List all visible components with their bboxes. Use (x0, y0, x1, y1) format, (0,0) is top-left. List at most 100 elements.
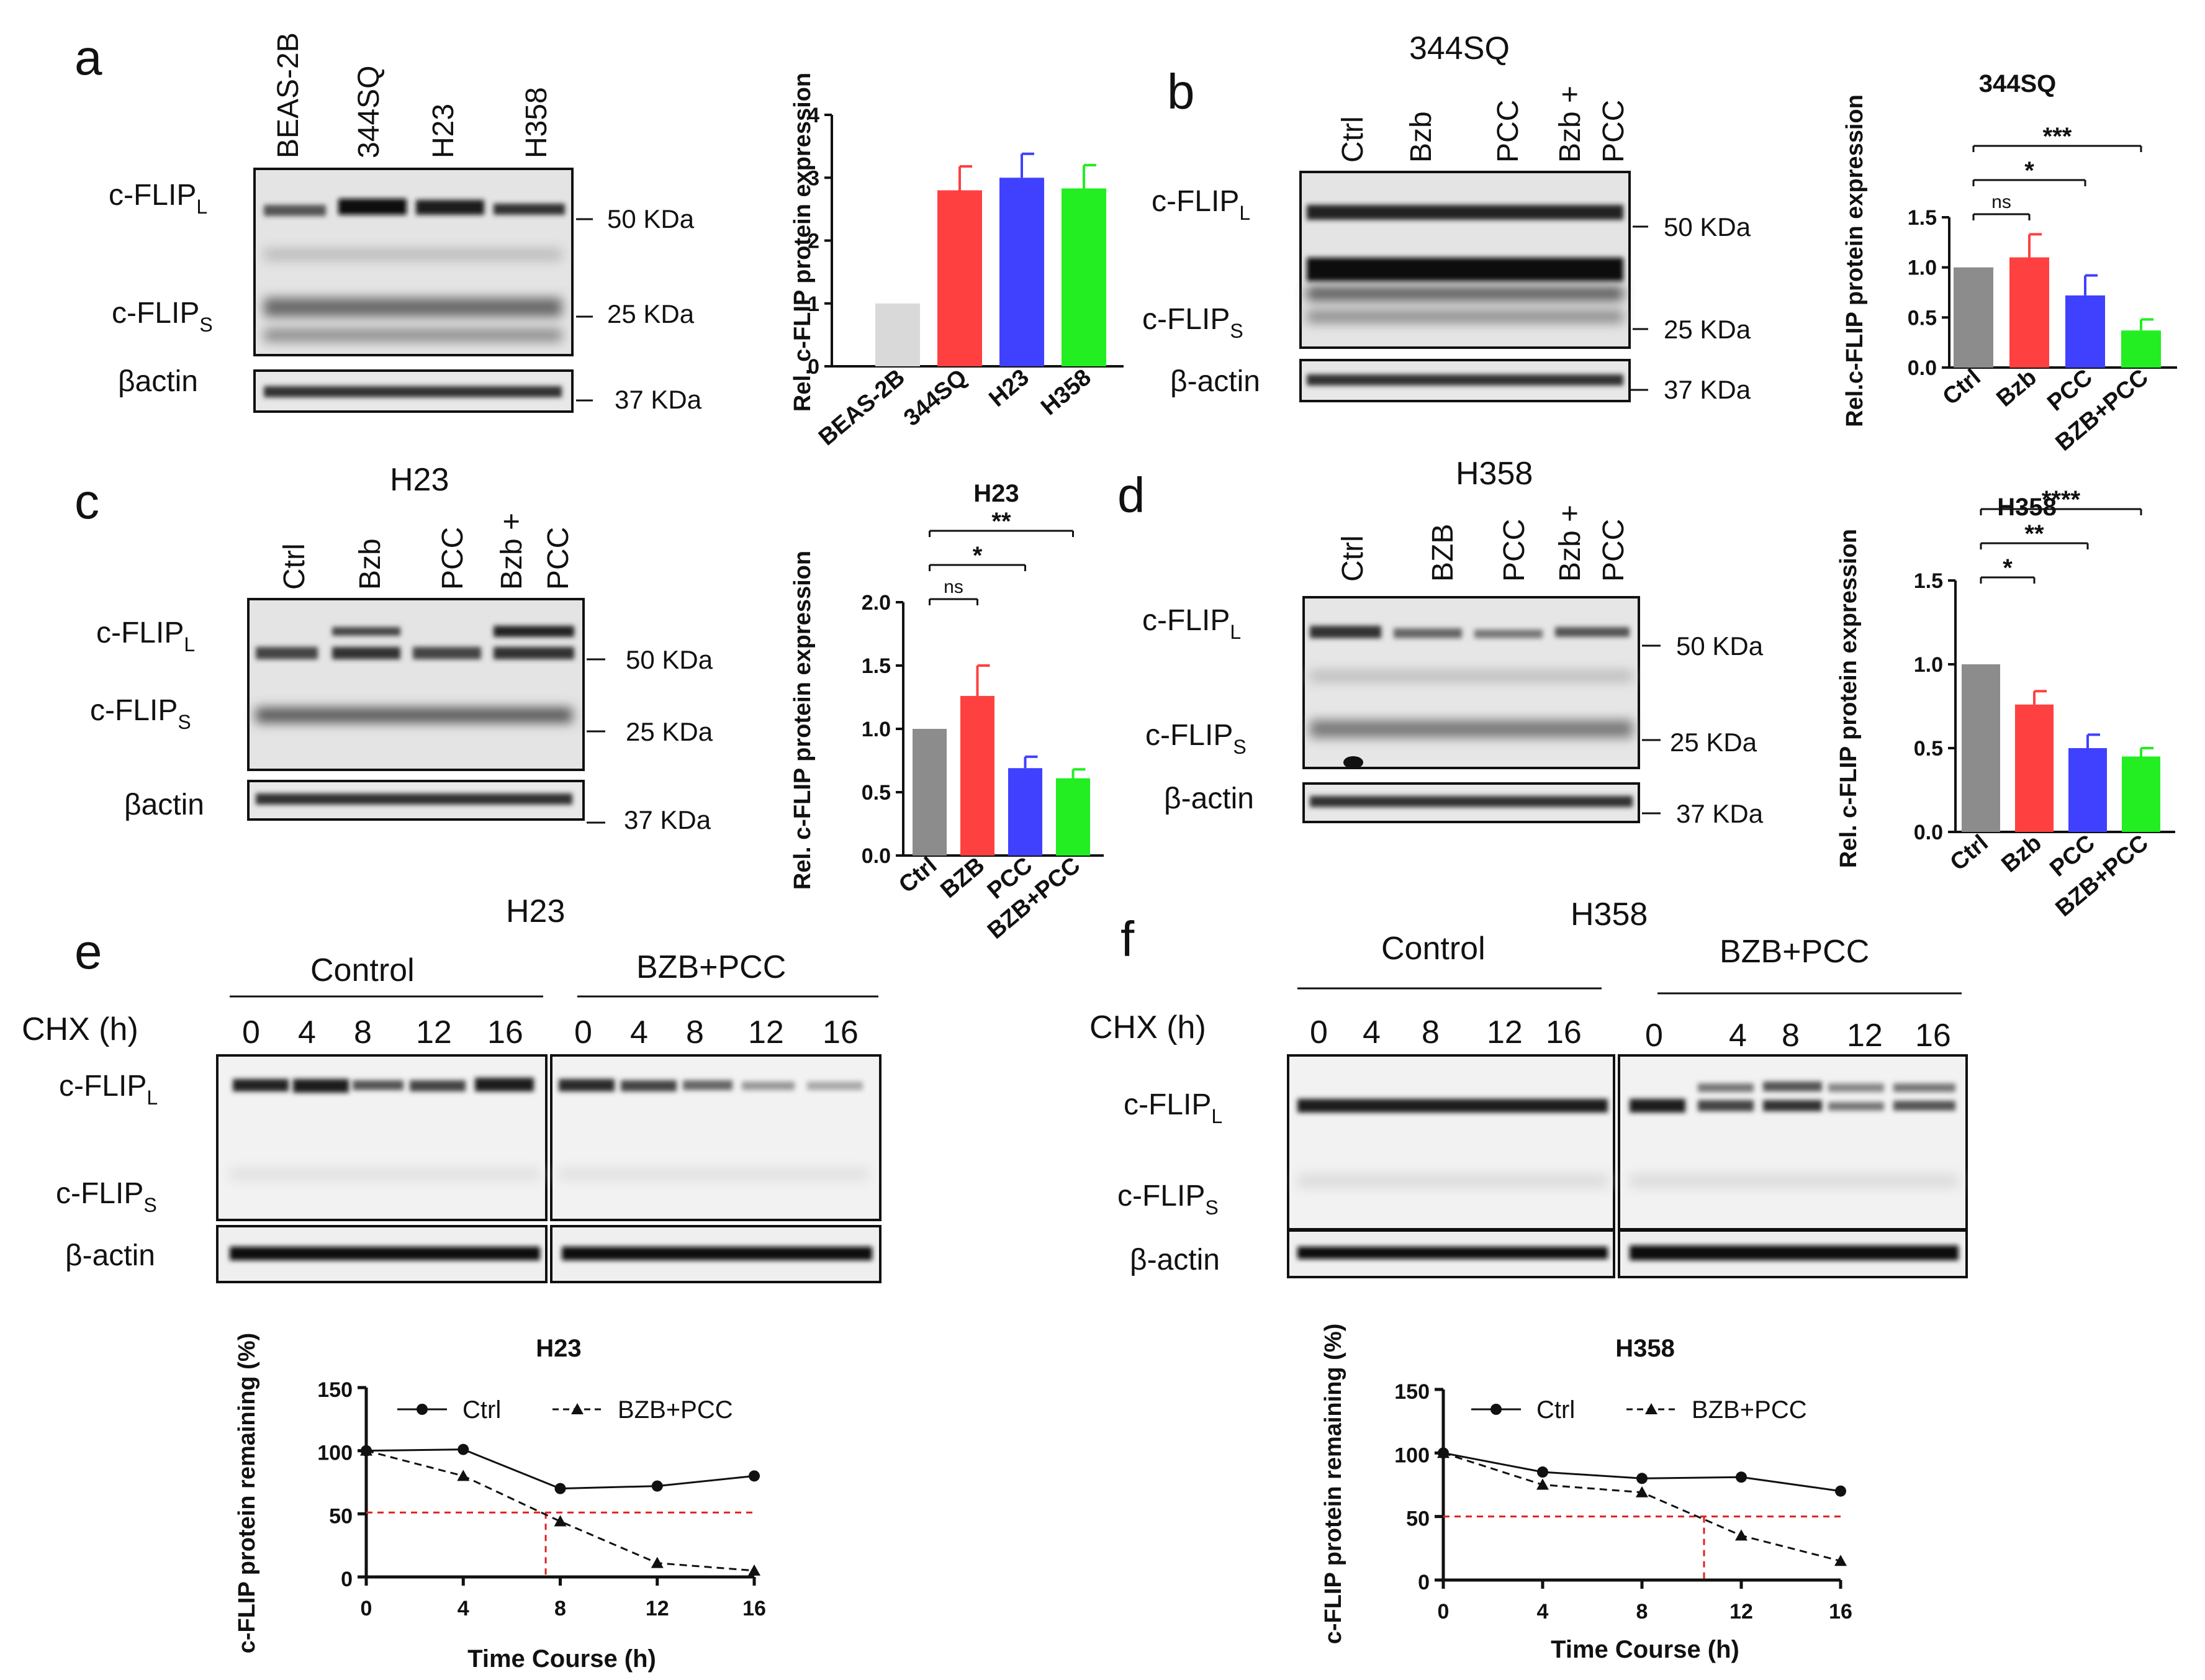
band-label-a-flipl: c-FLIPL (109, 179, 207, 218)
a-y-tick-label: 3 (808, 166, 819, 190)
e-y-axis-label: c-FLIP protein remaining (%) (234, 1333, 260, 1654)
f-legend-label-1: BZB+PCC (1692, 1396, 1807, 1424)
blot-f-control-flip (1287, 1054, 1615, 1231)
e-series-0-point-4 (749, 1470, 760, 1482)
b-bar-0 (1954, 267, 1993, 368)
band-label-a-actin: βactin (118, 365, 198, 398)
lane-label-b-pcc: PCC (1492, 100, 1525, 163)
band-label-b-actin: β-actin (1170, 365, 1260, 398)
f-series-0-point-2 (1636, 1473, 1648, 1484)
panel-f-time-labels: 0 4 8 12 16 0 4 8 12 16 (1310, 1014, 1951, 1054)
f-x-tick-label: 8 (1636, 1600, 1648, 1624)
e-x-tick-label: 16 (742, 1597, 766, 1620)
e-x-tick-label: 4 (458, 1597, 469, 1620)
e-series-1-point-3 (651, 1556, 664, 1568)
d-category-label-0: Ctrl (1946, 830, 1993, 876)
panel-c: c H23 Ctrl Bzb PCC Bzb + PCC c-FLIPL c-F… (74, 462, 1104, 944)
panel-d-title: H358 (1456, 456, 1533, 492)
d-y-tick-label: 1.0 (1914, 653, 1943, 677)
c-y-tick-label: 0.5 (862, 781, 891, 805)
mw-a-25: 25 KDa (607, 299, 695, 328)
a-category-label-2: H23 (984, 364, 1034, 412)
e-series-1-point-0 (360, 1444, 372, 1456)
e-chart-title: H23 (536, 1335, 581, 1362)
b-sig-label-1: * (2024, 157, 2034, 184)
b-category-label-0: Ctrl (1938, 364, 1986, 410)
a-category-label-1: 344SQ (899, 364, 972, 431)
mw-a-37: 37 KDa (615, 385, 702, 414)
b-y-tick-label: 1.5 (1908, 206, 1937, 230)
a-bar-3 (1062, 188, 1106, 366)
band-label-d-flipl: c-FLIPL (1142, 604, 1241, 643)
a-y-tick-label: 1 (808, 292, 819, 316)
mw-c-25: 25 KDa (626, 717, 713, 746)
lane-label-c-pcc2: PCC (542, 527, 575, 590)
f-series-0-point-1 (1537, 1466, 1548, 1478)
e-series-0-point-2 (554, 1483, 566, 1494)
c-chart-title: H23 (973, 480, 1019, 507)
panel-e-time-labels: 0 4 8 12 16 0 4 8 12 16 (242, 1014, 859, 1050)
blot-a-flip (253, 168, 574, 356)
lane-label-d-bzb: BZB (1427, 524, 1459, 582)
mw-d-25: 25 KDa (1670, 728, 1757, 757)
lane-label-344sq: 344SQ (353, 66, 386, 158)
f-series-1-point-2 (1636, 1486, 1648, 1497)
b-bar-3 (2121, 330, 2161, 368)
panel-e-group-control: Control (310, 952, 415, 988)
time-f-c16: 16 (1546, 1014, 1582, 1050)
mw-b-50: 50 KDa (1664, 212, 1751, 242)
f-series-1-point-4 (1834, 1555, 1847, 1566)
panel-f: f H358 Control BZB+PCC CHX (h) 0 4 8 12 … (1089, 896, 1968, 1663)
lane-label-d-pcc: PCC (1498, 519, 1531, 582)
d-bar-1 (2015, 704, 2054, 832)
time-f-c12: 12 (1487, 1014, 1523, 1050)
a-bar-2 (999, 178, 1044, 366)
d-y-tick-label: 1.5 (1914, 569, 1943, 593)
e-series-0-point-3 (651, 1480, 663, 1492)
blot-d-bands (1310, 626, 1633, 769)
time-f-c0: 0 (1310, 1014, 1328, 1050)
mw-c-37: 37 KDa (624, 805, 711, 834)
e-x-tick-label: 12 (646, 1597, 669, 1620)
d-category-label-1: Bzb (1996, 830, 2046, 878)
b-bar-2 (2065, 295, 2105, 368)
panel-letter-e: e (74, 924, 102, 979)
d-bar-3 (2122, 756, 2160, 832)
time-e-c16: 16 (487, 1014, 523, 1050)
d-bar-2 (2068, 748, 2107, 832)
f-series-1-line (1443, 1452, 1841, 1562)
time-f-c8: 8 (1422, 1014, 1440, 1050)
e-x-axis-label: Time Course (h) (467, 1645, 656, 1673)
panel-letter-f: f (1121, 911, 1135, 967)
a-category-label-3: H358 (1036, 364, 1096, 421)
panel-f-title: H358 (1571, 896, 1648, 933)
time-e-t4: 4 (630, 1014, 648, 1050)
e-series-1-point-4 (748, 1564, 760, 1576)
c-y-tick-label: 0.0 (862, 844, 891, 868)
mw-c-50: 50 KDa (626, 645, 713, 674)
d-sig-label-2: **** (2042, 486, 2081, 513)
f-x-axis-label: Time Course (h) (1551, 1636, 1739, 1663)
time-e-t16: 16 (823, 1014, 859, 1050)
c-bar-0 (913, 729, 947, 856)
time-e-c12: 12 (416, 1014, 452, 1050)
e-y-tick-label: 50 (329, 1504, 353, 1528)
time-e-t8: 8 (686, 1014, 704, 1050)
f-y-tick-label: 100 (1394, 1443, 1430, 1467)
f-legend-marker-1 (1645, 1403, 1657, 1414)
c-sig-label-1: * (973, 542, 983, 569)
panel-a: a BEAS-2B 344SQ H23 H358 c-FLIPL c-FLIPS… (74, 30, 1124, 451)
time-e-c8: 8 (354, 1014, 372, 1050)
b-y-tick-label: 1.0 (1908, 256, 1937, 280)
c-category-label-0: Ctrl (894, 852, 942, 898)
e-series-0-line (366, 1448, 755, 1490)
d-sig-label-0: * (2003, 554, 2013, 582)
lane-label-b-bzbplus: Bzb + (1554, 86, 1587, 163)
time-f-t16: 16 (1915, 1018, 1951, 1054)
lane-label-c-pcc: PCC (436, 527, 469, 590)
panel-e: e H23 Control BZB+PCC CHX (h) 0 4 8 12 1… (22, 893, 882, 1673)
band-label-e-flips: c-FLIPS (56, 1177, 157, 1216)
panel-f-group-control: Control (1381, 931, 1486, 967)
